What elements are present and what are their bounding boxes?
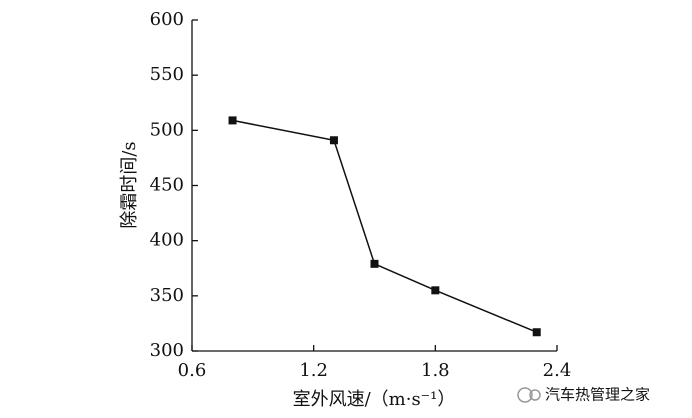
y-tick-label: 500 xyxy=(150,119,184,140)
x-tick-label: 1.8 xyxy=(421,360,450,381)
x-axis-label: 室外风速/（m·s⁻¹） xyxy=(293,389,456,410)
marker xyxy=(431,286,440,295)
marker xyxy=(329,136,338,145)
y-tick-label: 300 xyxy=(150,340,184,361)
x-tick-label: 0.6 xyxy=(178,360,207,381)
y-axis-label: 除霜时间/s xyxy=(119,141,140,228)
y-tick-label: 600 xyxy=(150,9,184,30)
watermark-icon xyxy=(517,387,541,403)
line xyxy=(232,119,538,333)
y-tick-label: 400 xyxy=(150,230,184,251)
y-tick-label: 550 xyxy=(150,64,184,85)
marker xyxy=(370,259,379,268)
marker xyxy=(228,116,237,125)
x-tick-label: 1.2 xyxy=(299,360,328,381)
x-tick-label: 2.4 xyxy=(543,360,572,381)
y-tick-label: 450 xyxy=(150,175,184,196)
y-tick-label: 350 xyxy=(150,285,184,306)
marker xyxy=(532,328,541,337)
watermark: 汽车热管理之家 xyxy=(545,386,650,404)
